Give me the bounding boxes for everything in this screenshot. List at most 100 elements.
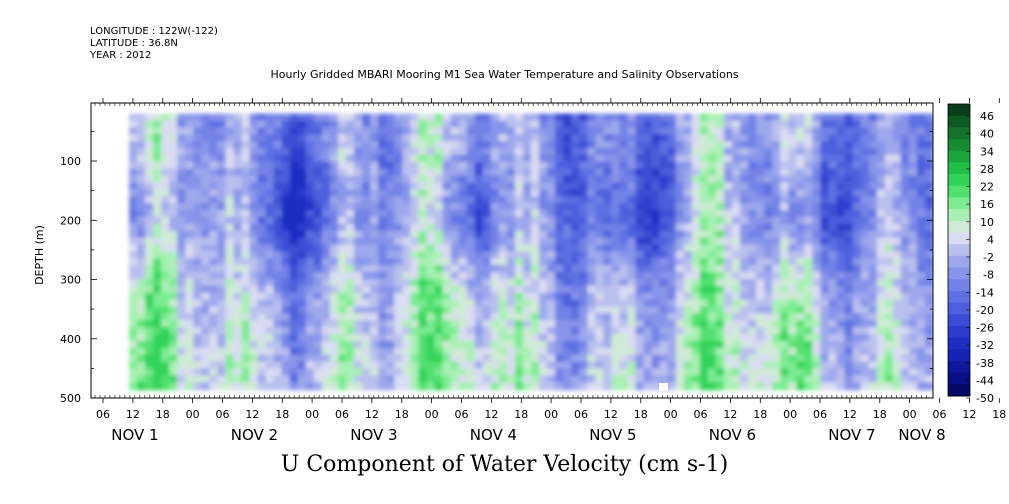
heat-cell: [732, 244, 742, 253]
heat-cell: [338, 223, 348, 232]
heat-cell: [450, 361, 460, 370]
heat-cell: [378, 306, 388, 315]
heat-cell: [129, 127, 139, 136]
heat-cell: [563, 189, 573, 198]
heat-cell: [724, 340, 734, 349]
heat-cell: [498, 113, 508, 122]
heat-cell: [691, 278, 701, 287]
colorbar-tick-label: -20: [976, 304, 994, 317]
heat-cell: [418, 347, 428, 356]
heat-cell: [137, 382, 147, 391]
heat-cell: [185, 127, 195, 136]
heat-cell: [587, 113, 597, 122]
heat-cell: [844, 230, 854, 239]
heat-cell: [297, 347, 307, 356]
heat-cell: [844, 210, 854, 219]
heat-cell: [129, 120, 139, 129]
colorbar-swatch: [948, 244, 970, 257]
heat-cell: [426, 244, 436, 253]
heat-cell: [820, 299, 830, 308]
heat-cell: [434, 113, 444, 122]
heat-cell: [900, 210, 910, 219]
heat-cell: [506, 292, 517, 301]
heat-cell: [908, 299, 919, 308]
heat-cell: [273, 375, 283, 384]
heat-cell: [458, 299, 468, 308]
heat-cell: [233, 113, 243, 122]
heat-cell: [635, 313, 645, 322]
heat-cell: [410, 340, 420, 349]
heat-cell: [466, 334, 476, 343]
heat-cell: [876, 134, 886, 143]
colorbar-swatch: [948, 185, 970, 198]
heat-cell: [338, 196, 348, 205]
heat-cell: [273, 113, 283, 122]
heat-cell: [756, 285, 766, 294]
heat-cell: [812, 168, 822, 177]
heat-cell: [611, 210, 621, 219]
heat-cell: [193, 251, 203, 260]
heat-cell: [370, 347, 380, 356]
heat-cell: [137, 272, 147, 281]
heat-cell: [691, 306, 701, 315]
heat-cell: [161, 223, 171, 232]
heat-cell: [402, 216, 412, 225]
heat-cell: [362, 340, 372, 349]
heat-cell: [732, 368, 742, 377]
heat-cell: [860, 196, 870, 205]
heat-cell: [836, 258, 846, 267]
heat-cell: [844, 354, 854, 363]
heat-cell: [442, 278, 452, 287]
heat-cell: [724, 334, 734, 343]
heat-cell: [611, 168, 621, 177]
heat-cell: [683, 278, 693, 287]
heat-cell: [450, 223, 460, 232]
heat-cell: [683, 299, 693, 308]
heat-cell: [434, 175, 444, 184]
heat-cell: [346, 244, 356, 253]
heat-cell: [297, 161, 307, 170]
heat-cell: [506, 120, 517, 129]
heat-cell: [627, 334, 637, 343]
heat-cell: [651, 265, 661, 274]
heat-cell: [812, 382, 822, 391]
heat-cell: [732, 265, 742, 274]
heat-cell: [916, 361, 927, 370]
heat-cell: [514, 154, 525, 163]
heat-cell: [547, 203, 557, 212]
heat-cell: [514, 313, 525, 322]
heat-cell: [611, 334, 621, 343]
heat-cell: [466, 120, 476, 129]
heat-cell: [523, 347, 533, 356]
heat-cell: [394, 148, 404, 157]
heat-cell: [691, 216, 701, 225]
heat-cell: [378, 258, 388, 267]
heat-cell: [498, 237, 508, 246]
heat-cell: [699, 306, 709, 315]
heat-cell: [724, 182, 734, 191]
heat-cell: [748, 382, 758, 391]
heat-cell: [410, 278, 420, 287]
heat-cell: [137, 141, 147, 150]
heat-cell: [804, 223, 814, 232]
heat-cell: [836, 327, 846, 336]
heat-cell: [523, 306, 533, 315]
heat-cell: [225, 203, 235, 212]
heat-cell: [402, 223, 412, 232]
heat-cell: [265, 237, 275, 246]
heat-cell: [667, 285, 677, 294]
heat-cell: [370, 375, 380, 384]
heat-cell: [474, 230, 484, 239]
heat-cell: [844, 382, 854, 391]
heat-cell: [611, 244, 621, 253]
heat-cell: [876, 361, 886, 370]
heat-cell: [177, 299, 187, 308]
heat-cell: [498, 196, 508, 205]
heat-cell: [281, 334, 291, 343]
heat-cell: [667, 154, 677, 163]
heat-cell: [466, 223, 476, 232]
heat-cell: [354, 258, 364, 267]
heat-cell: [828, 223, 838, 232]
heat-cell: [884, 244, 894, 253]
heat-cell: [707, 375, 718, 384]
